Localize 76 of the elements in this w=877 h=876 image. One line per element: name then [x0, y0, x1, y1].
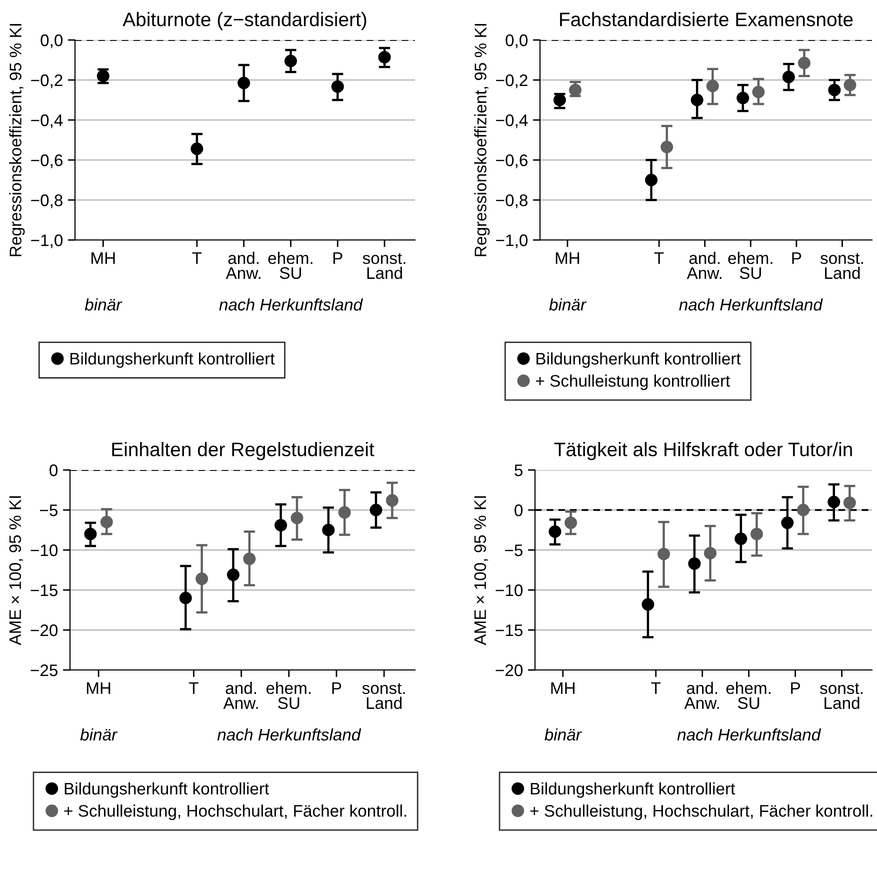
x-tick-label: MH	[86, 682, 110, 694]
x-tick-label: ehem. SU	[266, 682, 311, 709]
text: binär	[80, 728, 118, 741]
point	[284, 54, 297, 68]
y-tick-label: 0,0	[506, 34, 528, 48]
y-tick-label: −10	[496, 584, 523, 596]
y-tick-label: −0,8	[496, 194, 528, 208]
y-tick-label: −0,4	[31, 114, 63, 128]
y-tick-label: −0,2	[31, 74, 62, 88]
x-tick-label: and. Anw.	[226, 252, 260, 279]
legend-label: + Schulleistung kontrolliert	[536, 374, 730, 390]
y-tick-label: −0,8	[31, 194, 62, 208]
y-tick-label: 5	[514, 464, 522, 476]
y-tick-label: −1,0	[496, 234, 528, 248]
point	[331, 80, 344, 93]
y-tick-label: 0	[514, 504, 523, 516]
text: nach Herkunftsland	[219, 298, 363, 311]
x-tick-label: MH	[551, 682, 574, 694]
x-tick-label: T	[654, 252, 664, 264]
x-tick-label: and. Anw.	[684, 682, 719, 709]
x-tick-label: T	[192, 252, 202, 264]
legend-label: Bildungsherkunft kontrolliert	[64, 782, 270, 798]
legend-label: Bildungsherkunft kontrolliert	[530, 782, 736, 798]
y-tick-label: −0,6	[31, 154, 62, 168]
x-tick-label: MH	[556, 252, 580, 264]
text: binär	[544, 728, 582, 741]
x-tick-label: ehem. SU	[268, 252, 312, 279]
y-tick-label: −15	[30, 584, 58, 596]
x-tick-label: P	[791, 682, 800, 694]
point	[190, 142, 204, 156]
y-tick-label: 0	[50, 464, 58, 476]
x-tick-label: and. Anw.	[686, 252, 722, 279]
x-tick-label: ehem. SU	[728, 252, 772, 279]
x-tick-label: T	[651, 682, 661, 694]
x-tick-label: P	[333, 252, 342, 264]
x-tick-label: P	[792, 252, 802, 264]
y-tick-label: −5	[505, 544, 522, 556]
x-tick-label: MH	[92, 252, 115, 264]
x-tick-label: ehem. SU	[726, 682, 770, 709]
chart-title: Abiturnote (z−standardisiert)	[122, 12, 366, 30]
y-tick-label: −20	[30, 624, 58, 636]
y-tick-label: −15	[496, 624, 522, 636]
text: nach Herkunftsland	[217, 728, 362, 741]
x-tick-label: sonst. Land	[820, 253, 863, 279]
legend-label: Bildungsherkunft kontrolliert	[536, 352, 741, 368]
y-axis-title: Regressionskoeffizient, 95 % KI	[9, 24, 25, 256]
y-axis-title: AME × 100, 95 % KI	[9, 496, 24, 646]
text: binär	[549, 298, 587, 311]
x-tick-label: sonst. Land	[362, 253, 406, 279]
x-tick-label: T	[189, 682, 198, 694]
legend-label: + Schulleistung, Hochschulart, Fächer kontroll.	[64, 804, 406, 820]
text: binär	[84, 298, 122, 311]
y-tick-label: −10	[30, 544, 58, 556]
y-tick-label: −1,0	[31, 234, 63, 248]
chart-title: Fachstandardisierte Examensnote	[560, 12, 853, 26]
y-tick-label: −25	[30, 664, 58, 676]
x-tick-label: sonst. Land	[362, 683, 405, 709]
x-tick-label: sonst. Land	[820, 683, 862, 709]
legend-label: Bildungsherkunft kontrolliert	[70, 352, 275, 368]
x-tick-label: P	[332, 682, 342, 694]
text: nach Herkunftsland	[677, 728, 822, 741]
y-tick-label: −0,6	[496, 154, 528, 168]
y-axis-title: Regressionskoeffizient, 95 % KI	[474, 24, 490, 256]
y-tick-label: −5	[40, 504, 58, 516]
legend-label: + Schulleistung, Hochschulart, Fächer kontroll.	[530, 804, 872, 820]
chart-title: Tätigkeit als Hilfskraft oder Tutor/in	[554, 442, 852, 460]
x-tick-label: and. Anw.	[223, 682, 258, 709]
point	[378, 50, 391, 64]
y-tick-label: −20	[496, 664, 523, 676]
y-tick-label: −0,4	[496, 114, 528, 128]
text: nach Herkunftsland	[679, 298, 823, 311]
chart-title: Einhalten der Regelstudienzeit	[112, 442, 374, 460]
y-tick-label: 0,0	[40, 34, 63, 48]
point	[238, 76, 250, 90]
y-tick-label: −0,2	[496, 74, 528, 88]
y-axis-title: AME × 100, 95 % KI	[474, 496, 488, 646]
